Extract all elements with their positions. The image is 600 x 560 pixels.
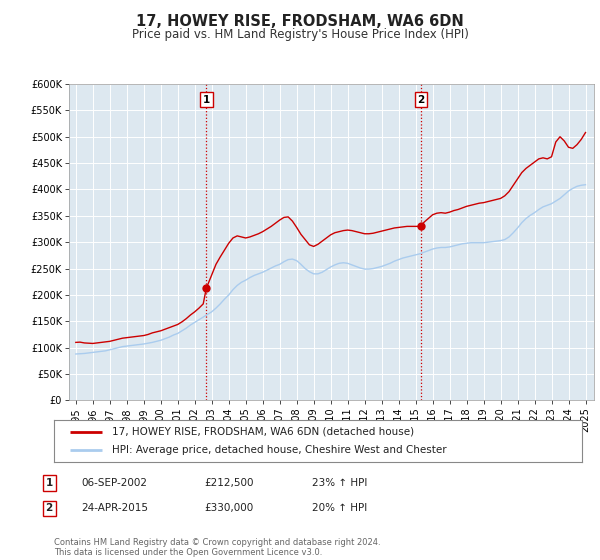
Text: 1: 1	[203, 95, 210, 105]
Text: Contains HM Land Registry data © Crown copyright and database right 2024.
This d: Contains HM Land Registry data © Crown c…	[54, 538, 380, 557]
Text: 06-SEP-2002: 06-SEP-2002	[81, 478, 147, 488]
Text: 24-APR-2015: 24-APR-2015	[81, 503, 148, 514]
Text: 2: 2	[46, 503, 53, 514]
Text: 23% ↑ HPI: 23% ↑ HPI	[312, 478, 367, 488]
Text: Price paid vs. HM Land Registry's House Price Index (HPI): Price paid vs. HM Land Registry's House …	[131, 28, 469, 41]
Text: HPI: Average price, detached house, Cheshire West and Chester: HPI: Average price, detached house, Ches…	[112, 445, 447, 455]
Text: 17, HOWEY RISE, FRODSHAM, WA6 6DN: 17, HOWEY RISE, FRODSHAM, WA6 6DN	[136, 14, 464, 29]
Text: 1: 1	[46, 478, 53, 488]
Text: 2: 2	[417, 95, 424, 105]
Text: 17, HOWEY RISE, FRODSHAM, WA6 6DN (detached house): 17, HOWEY RISE, FRODSHAM, WA6 6DN (detac…	[112, 427, 414, 437]
Text: £212,500: £212,500	[204, 478, 254, 488]
Text: 20% ↑ HPI: 20% ↑ HPI	[312, 503, 367, 514]
Text: £330,000: £330,000	[204, 503, 253, 514]
